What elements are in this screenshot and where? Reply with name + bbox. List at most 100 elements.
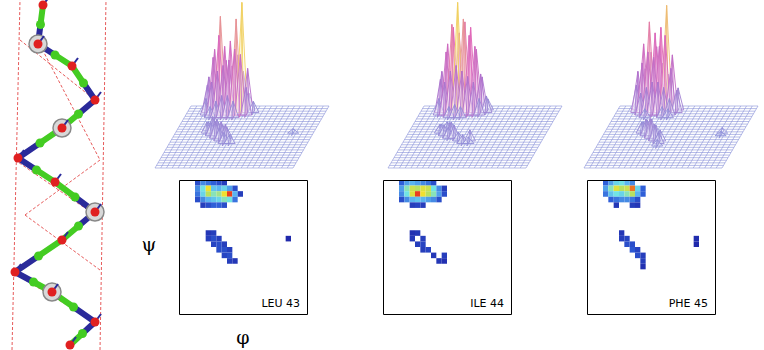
- heatmap-cell: [426, 186, 431, 192]
- heatmap-cell: [232, 197, 237, 203]
- heatmap-cell: [206, 230, 211, 236]
- heatmap-cell: [206, 236, 211, 242]
- heatmap-cell: [227, 191, 232, 197]
- heatmap-cell: [222, 191, 227, 197]
- heatmap-cell: [640, 253, 645, 259]
- surface-peak: [288, 129, 299, 136]
- surface-grid-line: [158, 162, 296, 163]
- heatmap-cell: [635, 197, 640, 203]
- helix-atom: [71, 193, 80, 202]
- surface-grid-line: [393, 160, 531, 161]
- axis-line: [180, 180, 308, 181]
- surface-peak: [474, 99, 485, 118]
- heatmap-cell: [635, 191, 640, 197]
- heatmap-cell: [410, 236, 415, 242]
- surface-grid-line: [592, 155, 730, 156]
- axis-line: [587, 181, 588, 315]
- surface-grid-line: [391, 162, 529, 163]
- surface-grid-line: [169, 144, 307, 145]
- panel-title: PHE 45: [669, 297, 708, 310]
- heatmap-cell: [608, 197, 613, 203]
- helix-atom: [51, 178, 60, 187]
- heatmap-cell: [420, 202, 425, 208]
- surface-grid-line: [608, 126, 746, 127]
- heatmap-cell: [635, 186, 640, 192]
- helix-atom: [91, 318, 100, 327]
- helix-ring: [43, 283, 61, 301]
- surface-grid-line: [406, 137, 544, 138]
- surface-grid-line: [402, 144, 540, 145]
- heatmap-cell: [200, 202, 205, 208]
- surface-grid-line: [601, 139, 739, 140]
- surface-grid-line: [409, 131, 547, 132]
- heatmap-cell: [216, 197, 221, 203]
- helix-diagram: [11, 0, 107, 350]
- heatmap-cell: [216, 191, 221, 197]
- heatmap-cell: [222, 202, 227, 208]
- heatmap-cell: [614, 191, 619, 197]
- heatmap-cell: [211, 202, 216, 208]
- helix-atom: [36, 139, 45, 148]
- heatmap-cell: [603, 191, 608, 197]
- heatmap-cell: [410, 186, 415, 192]
- surface-grid-line: [184, 118, 322, 119]
- helix-guide: [12, 272, 95, 322]
- heatmap-cell: [436, 186, 441, 192]
- x-axis: [180, 314, 308, 315]
- heatmap-cell: [222, 186, 227, 192]
- surface-grid-line: [584, 168, 722, 169]
- helix-atom: [79, 79, 88, 88]
- surface-peak: [228, 101, 239, 120]
- y-axis-title: ψ: [142, 233, 157, 255]
- helix-atom: [66, 341, 75, 350]
- surface-grid-line: [173, 137, 311, 138]
- helix-atom: [34, 252, 43, 261]
- surface-grid-line: [167, 147, 305, 148]
- surface-grid-line: [590, 157, 728, 158]
- heatmap-cell: [211, 186, 216, 192]
- axis-line: [511, 181, 512, 315]
- surface-grid-line: [586, 165, 724, 166]
- heatmap-cell: [227, 253, 232, 259]
- helix-atom: [78, 329, 87, 338]
- surface-grid-line: [166, 149, 304, 150]
- panel-title: ILE 44: [470, 297, 504, 310]
- heatmap-cell: [211, 197, 216, 203]
- heatmap-cell: [635, 202, 640, 208]
- helix-guide: [15, 100, 95, 160]
- heatmap-cell: [431, 191, 436, 197]
- heatmap-cell: [238, 191, 243, 197]
- heatmap-cell: [216, 247, 221, 253]
- heatmap-cell: [426, 191, 431, 197]
- heatmap-cell: [608, 186, 613, 192]
- heatmap-cell: [195, 191, 200, 197]
- heatmap-cell: [216, 241, 221, 247]
- helix-atom: [91, 96, 100, 105]
- helix-guide: [40, 45, 100, 160]
- surface-grid-line: [412, 126, 550, 127]
- surface-peak: [455, 107, 466, 120]
- helix-atom: [69, 303, 78, 312]
- heatmap-cell: [286, 236, 291, 242]
- heatmap-cell: [415, 241, 420, 247]
- helix-atom: [58, 124, 67, 133]
- surface-grid-line: [613, 118, 751, 119]
- surface-peak: [463, 137, 474, 146]
- axis-line: [588, 314, 716, 315]
- surface-plot: [584, 5, 758, 168]
- heatmap-cell: [442, 191, 447, 197]
- heatmap-cell: [216, 236, 221, 242]
- heatmap-cell: [227, 186, 232, 192]
- surface-grid-line: [593, 152, 731, 153]
- axis-line: [588, 180, 716, 181]
- axis-line: [384, 180, 512, 181]
- helix-guide: [100, 0, 106, 350]
- heatmap-cell: [619, 230, 624, 236]
- surface-grid-line: [408, 134, 546, 135]
- heatmap-cell: [420, 186, 425, 192]
- heatmap-cell: [426, 247, 431, 253]
- helix-atom: [29, 278, 38, 287]
- x-axis: [588, 314, 716, 315]
- heatmap-cell: [404, 186, 409, 192]
- surface-grid-line: [172, 139, 310, 140]
